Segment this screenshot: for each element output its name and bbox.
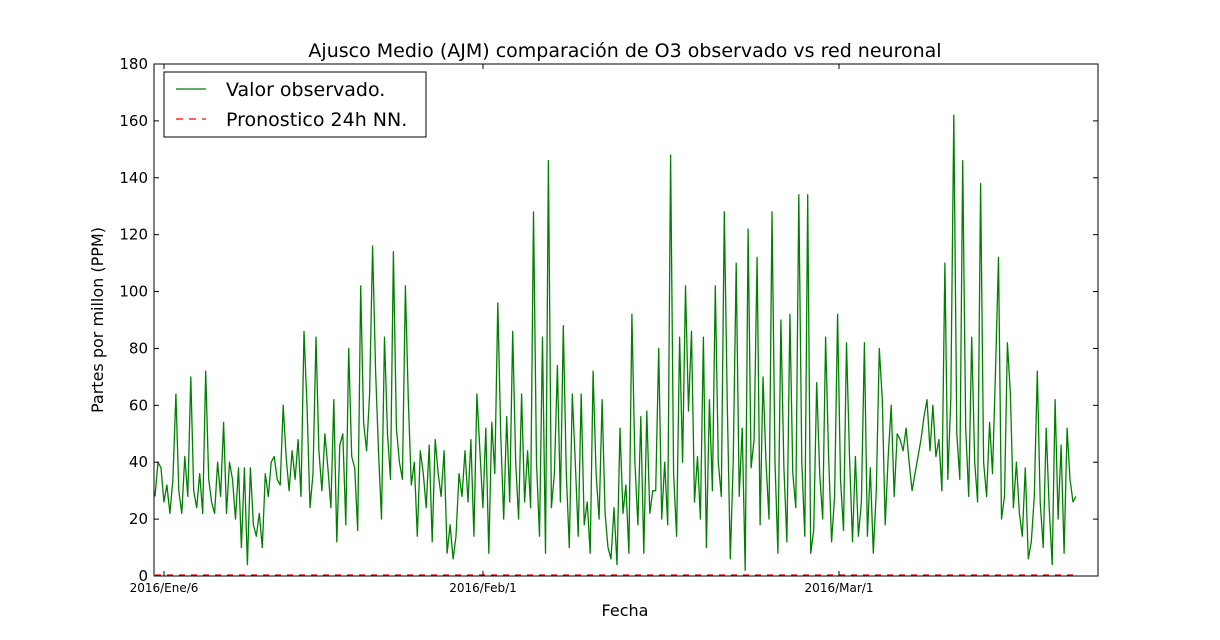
legend-box <box>163 71 427 138</box>
y-tick-label: 20 <box>129 510 148 528</box>
y-tick-label: 140 <box>119 169 148 187</box>
y-tick-label: 80 <box>129 339 148 357</box>
legend-forecast-label: Pronostico 24h NN. <box>226 109 407 131</box>
x-axis-label: Fecha <box>602 601 649 620</box>
x-tick-label: 2016/Ene/6 <box>130 581 199 595</box>
x-axis: 2016/Ene/6 2016/Feb/1 2016/Mar/1 <box>130 64 874 595</box>
plot-area <box>153 63 1099 577</box>
plot-frame <box>153 63 1099 577</box>
x-tick-label: 2016/Mar/1 <box>805 581 874 595</box>
chart-title: Ajusco Medio (AJM) comparación de O3 obs… <box>308 40 941 62</box>
series-line-observed <box>154 114 1077 571</box>
x-tick-label: 2016/Feb/1 <box>449 581 517 595</box>
y-tick-label: 120 <box>119 226 148 244</box>
y-tick-label: 60 <box>129 396 148 414</box>
y-tick-label: 160 <box>119 112 148 130</box>
y-tick-label: 0 <box>138 567 148 585</box>
legend-observed-label: Valor observado. <box>226 79 385 101</box>
legend: Valor observado. Pronostico 24h NN. <box>163 71 427 138</box>
y-tick-label: 100 <box>119 283 148 301</box>
y-tick-label: 40 <box>129 453 148 471</box>
y-tick-label: 180 <box>119 55 148 73</box>
y-axis-label: Partes por millon (PPM) <box>88 227 107 413</box>
y-axis: 0 20 40 60 80 100 120 140 160 180 <box>119 55 1098 585</box>
